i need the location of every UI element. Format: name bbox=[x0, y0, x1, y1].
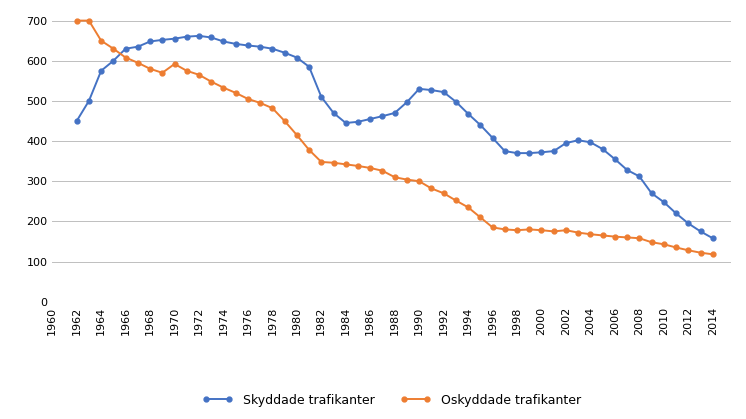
Skyddade trafikanter bbox=[72, 119, 81, 124]
Line: Oskyddade trafikanter: Oskyddade trafikanter bbox=[75, 18, 715, 257]
Oskyddade trafikanter bbox=[635, 236, 644, 241]
Skyddade trafikanter bbox=[195, 34, 204, 39]
Skyddade trafikanter bbox=[451, 99, 460, 104]
Skyddade trafikanter bbox=[488, 135, 497, 140]
Skyddade trafikanter bbox=[647, 191, 656, 196]
Oskyddade trafikanter bbox=[451, 198, 460, 203]
Line: Skyddade trafikanter: Skyddade trafikanter bbox=[75, 34, 715, 241]
Skyddade trafikanter bbox=[708, 236, 717, 241]
Oskyddade trafikanter bbox=[476, 215, 485, 220]
Oskyddade trafikanter bbox=[72, 18, 81, 23]
Skyddade trafikanter bbox=[256, 44, 265, 49]
Legend: Skyddade trafikanter, Oskyddade trafikanter: Skyddade trafikanter, Oskyddade trafikan… bbox=[197, 389, 586, 412]
Oskyddade trafikanter bbox=[562, 228, 571, 233]
Oskyddade trafikanter bbox=[243, 96, 252, 101]
Skyddade trafikanter bbox=[574, 138, 583, 143]
Skyddade trafikanter bbox=[463, 111, 472, 116]
Oskyddade trafikanter bbox=[708, 252, 717, 257]
Oskyddade trafikanter bbox=[439, 191, 448, 196]
